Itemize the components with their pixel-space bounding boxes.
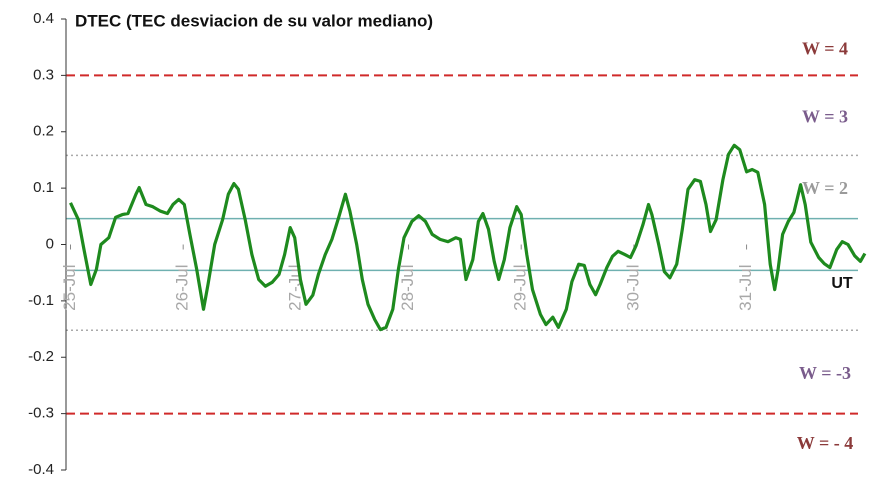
- y-tick-label: 0.2: [33, 123, 54, 140]
- reference-label: W = - 4: [797, 433, 853, 453]
- y-tick-label: 0.4: [33, 10, 54, 27]
- reference-label: W = 4: [802, 38, 848, 58]
- x-tick-label: 26-Jul: [173, 265, 192, 311]
- x-tick-label: 25-Jul: [60, 265, 79, 311]
- x-tick-label: 29-Jul: [511, 265, 530, 311]
- x-tick-label: 31-Jul: [736, 265, 755, 311]
- y-tick-label: 0: [46, 235, 54, 252]
- y-tick-label: -0.4: [28, 461, 54, 478]
- y-tick-label: -0.3: [28, 405, 54, 422]
- reference-label: W = -3: [799, 363, 851, 383]
- y-tick-label: 0.3: [33, 66, 54, 83]
- y-tick-label: -0.2: [28, 348, 54, 365]
- y-tick-label: 0.1: [33, 179, 54, 196]
- x-tick-label: 28-Jul: [398, 265, 417, 311]
- x-unit-label: UT: [831, 275, 853, 292]
- reference-label: W = 3: [802, 107, 848, 127]
- x-tick-label: 30-Jul: [623, 265, 642, 311]
- reference-label: W = 2: [802, 178, 848, 198]
- chart-title: DTEC (TEC desviacion de su valor mediano…: [75, 11, 433, 30]
- y-tick-label: -0.1: [28, 292, 54, 309]
- data-line: [69, 143, 867, 332]
